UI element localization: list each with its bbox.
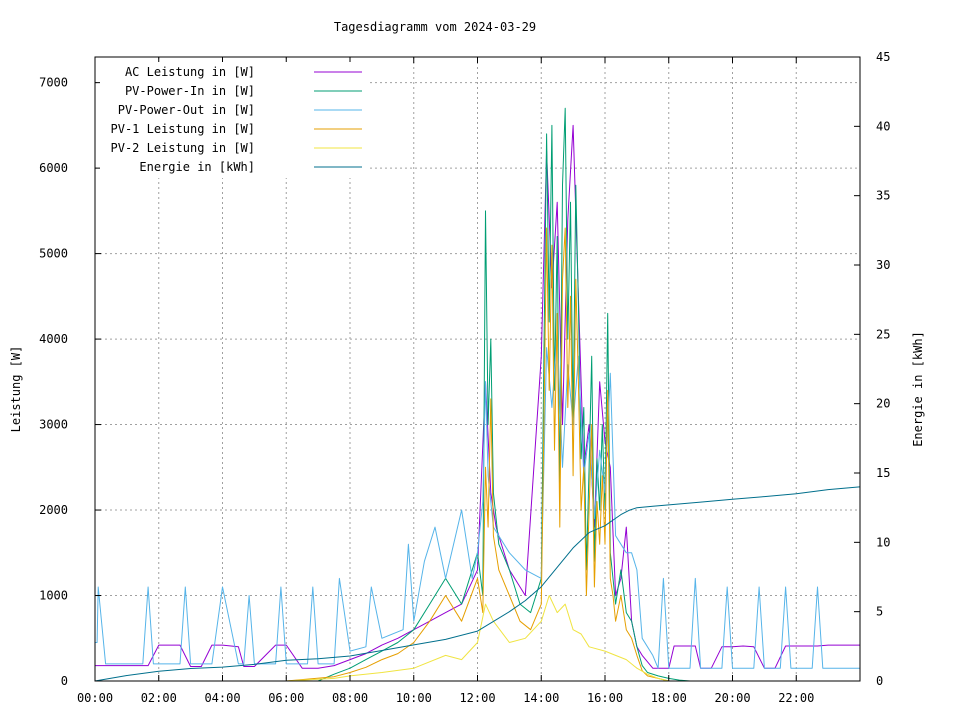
y2-tick-label: 0	[876, 674, 883, 688]
x-tick-label: 04:00	[204, 691, 240, 705]
legend-box	[100, 62, 370, 178]
y2-axis-label: Energie in [kWh]	[911, 331, 925, 447]
x-tick-label: 10:00	[396, 691, 432, 705]
x-tick-label: 22:00	[778, 691, 814, 705]
y-axis-label: Leistung [W]	[9, 346, 23, 433]
x-tick-label: 16:00	[587, 691, 623, 705]
x-tick-label: 14:00	[523, 691, 559, 705]
legend-label: PV-Power-In in [W]	[125, 84, 255, 98]
y2-tick-label: 20	[876, 397, 890, 411]
y2-tick-label: 30	[876, 258, 890, 272]
y2-tick-label: 15	[876, 466, 890, 480]
y2-tick-label: 45	[876, 50, 890, 64]
x-tick-label: 08:00	[332, 691, 368, 705]
legend-label: AC Leistung in [W]	[125, 65, 255, 79]
x-tick-label: 02:00	[141, 691, 177, 705]
x-tick-label: 12:00	[459, 691, 495, 705]
y-tick-label: 5000	[39, 247, 68, 261]
series-line-energie-in-kwh	[94, 486, 860, 682]
legend-label: Energie in [kWh]	[139, 160, 255, 174]
y-tick-label: 1000	[39, 589, 68, 603]
y-tick-label: 6000	[39, 161, 68, 175]
y2-tick-label: 35	[876, 189, 890, 203]
x-tick-label: 00:00	[77, 691, 113, 705]
y2-tick-label: 10	[876, 535, 890, 549]
legend-label: PV-1 Leistung in [W]	[111, 122, 256, 136]
series-layer	[94, 107, 860, 682]
y-tick-label: 7000	[39, 76, 68, 90]
legend-label: PV-2 Leistung in [W]	[111, 141, 256, 155]
y2-tick-label: 25	[876, 327, 890, 341]
chart-title: Tagesdiagramm vom 2024-03-29	[334, 20, 536, 34]
series-line-pv-1-leistung-in-w	[95, 227, 860, 682]
y-tick-label: 3000	[39, 418, 68, 432]
series-line-ac-leistung-in-w	[95, 124, 860, 669]
series-line-pv-power-out-in-w	[95, 330, 860, 669]
x-tick-label: 18:00	[651, 691, 687, 705]
y2-tick-label: 5	[876, 605, 883, 619]
legend: AC Leistung in [W] PV-Power-In in [W] PV-P…	[100, 62, 370, 178]
y2-tick-label: 40	[876, 119, 890, 133]
series-line-pv-2-leistung-in-w	[95, 595, 860, 682]
y-tick-label: 0	[61, 674, 68, 688]
series-line-pv-power-in-in-w	[95, 107, 860, 682]
x-tick-label: 20:00	[714, 691, 750, 705]
legend-label: PV-Power-Out in [W]	[118, 103, 255, 117]
y-tick-label: 4000	[39, 332, 68, 346]
y-tick-label: 2000	[39, 503, 68, 517]
tick-labels: 00:00 02:00 04:00 06:00 08:00 10:00 12:00 14:00…	[39, 50, 890, 705]
x-tick-label: 06:00	[268, 691, 304, 705]
